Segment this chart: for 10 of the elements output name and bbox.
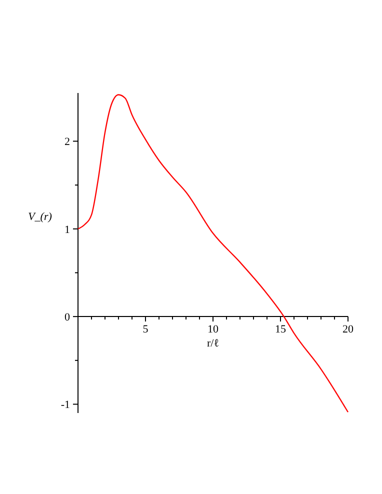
y-tick-label: 0 <box>64 312 70 324</box>
y-tick-label: 1 <box>64 224 70 236</box>
x-tick-label: 5 <box>142 324 149 336</box>
y-tick-label: -1 <box>60 399 70 412</box>
x-tick-label: 15 <box>275 324 286 336</box>
x-tick-label: 20 <box>342 324 354 336</box>
x-axis-title: r/ℓ <box>207 338 219 350</box>
y-tick-label: 2 <box>64 136 70 148</box>
x-tick-label: 10 <box>208 324 219 336</box>
y-axis-title: V_(r) <box>28 211 52 224</box>
